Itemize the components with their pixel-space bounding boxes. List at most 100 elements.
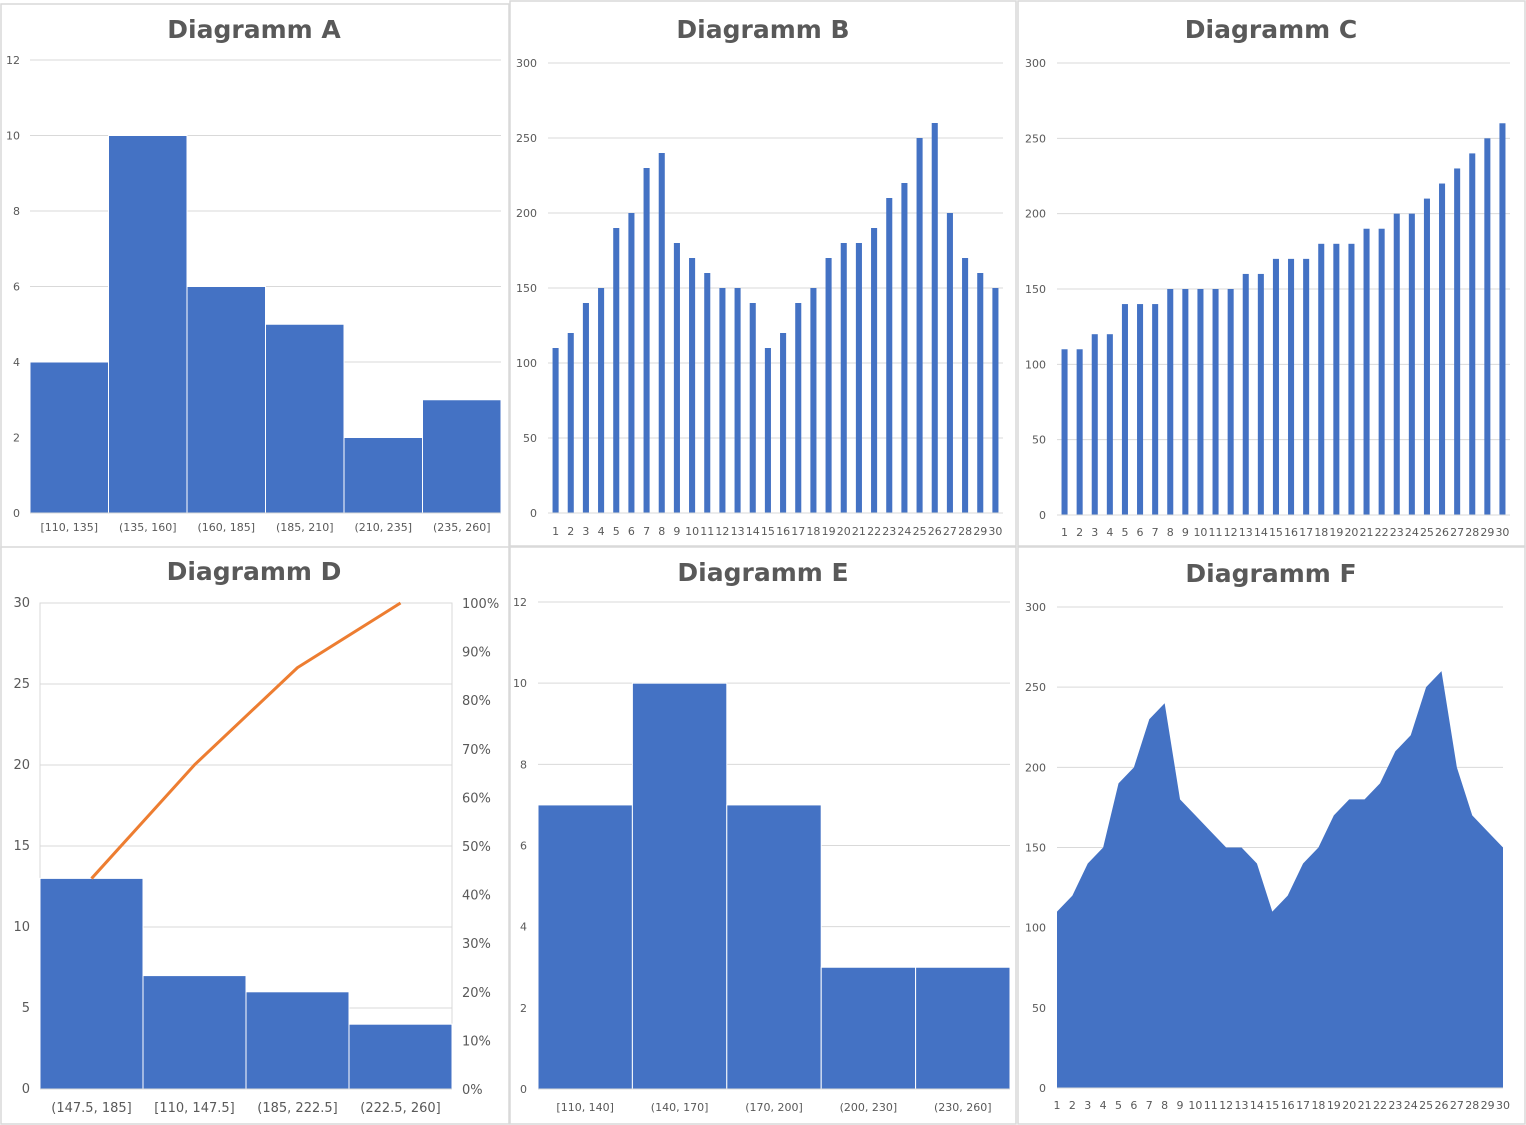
bar: [1061, 349, 1068, 515]
x-tick-label: 6: [1130, 1099, 1137, 1112]
x-tick-label: 2: [1076, 526, 1083, 539]
y2-tick-label: 10%: [462, 1034, 491, 1049]
bar: [1454, 168, 1461, 515]
y-tick-label: 0: [13, 507, 20, 520]
x-tick-label: [110, 140]: [556, 1101, 614, 1114]
y-tick-label: 100: [1025, 358, 1046, 371]
y-tick-label: 10: [13, 920, 30, 935]
x-tick-label: 21: [1360, 526, 1374, 539]
bar: [1484, 138, 1491, 516]
x-tick-label: (160, 185]: [197, 521, 255, 534]
bar: [1333, 243, 1340, 516]
bar: [734, 288, 741, 513]
x-tick-label: 15: [1265, 1099, 1279, 1112]
x-tick-label: 23: [882, 525, 896, 538]
y-tick-label: 300: [516, 57, 537, 70]
bar: [1363, 228, 1370, 515]
bar: [537, 804, 633, 1090]
y-tick-label: 200: [516, 207, 537, 220]
bar: [1408, 213, 1415, 515]
x-tick-label: 12: [1224, 526, 1238, 539]
y-tick-label: 25: [13, 677, 30, 692]
bar: [1121, 304, 1128, 515]
x-tick-label: 20: [1342, 1099, 1356, 1112]
y-tick-label: 15: [13, 839, 30, 854]
bar: [689, 258, 696, 513]
x-tick-label: 18: [1314, 526, 1328, 539]
x-tick-label: 9: [673, 525, 680, 538]
bar: [840, 243, 847, 513]
chart-panel: [509, 0, 1017, 547]
cumulative-line: [90, 601, 402, 880]
chart-title: Diagramm D: [167, 557, 342, 586]
bar: [962, 258, 969, 513]
x-tick-label: 21: [1358, 1099, 1372, 1112]
x-tick-label: 7: [1146, 1099, 1153, 1112]
x-tick-label: 13: [1235, 1099, 1249, 1112]
bar: [422, 399, 502, 514]
y-tick-label: 200: [1025, 208, 1046, 221]
bar: [567, 333, 574, 513]
y-tick-label: 0: [22, 1082, 30, 1097]
y2-tick-label: 40%: [462, 889, 491, 904]
bar: [1257, 273, 1264, 515]
y-tick-label: 5: [22, 1001, 30, 1016]
x-tick-label: 28: [958, 525, 972, 538]
bar: [1378, 228, 1385, 515]
x-tick-label: 21: [852, 525, 866, 538]
y2-tick-label: 50%: [462, 840, 491, 855]
bar: [704, 273, 711, 513]
y-tick-label: 8: [13, 205, 20, 218]
x-tick-label: 1: [1061, 526, 1068, 539]
x-tick-label: 13: [731, 525, 745, 538]
x-tick-label: (222.5, 260]: [360, 1101, 440, 1116]
x-tick-label: 10: [685, 525, 699, 538]
y-tick-label: 4: [13, 356, 20, 369]
bar: [265, 323, 345, 514]
x-tick-label: 19: [1329, 526, 1343, 539]
x-tick-label: 12: [715, 525, 729, 538]
y-tick-label: 0: [530, 507, 537, 520]
x-tick-label: 25: [1420, 526, 1434, 539]
x-tick-label: 27: [1450, 526, 1464, 539]
x-tick-label: 10: [1193, 526, 1207, 539]
bar: [1167, 289, 1174, 515]
x-tick-label: (235, 260]: [433, 521, 491, 534]
bar: [1348, 243, 1355, 516]
x-tick-label: 28: [1465, 526, 1479, 539]
bar: [582, 303, 589, 513]
x-tick-label: 2: [567, 525, 574, 538]
bar: [186, 286, 266, 514]
bar: [1182, 289, 1189, 515]
x-tick-label: 7: [1152, 526, 1159, 539]
bar: [726, 804, 822, 1090]
bar: [946, 213, 953, 513]
x-tick-label: [110, 147.5]: [154, 1101, 234, 1116]
x-tick-label: 27: [943, 525, 957, 538]
x-tick-label: 29: [973, 525, 987, 538]
y2-tick-label: 80%: [462, 694, 491, 709]
bar: [1212, 289, 1219, 515]
x-tick-label: 2: [1069, 1099, 1076, 1112]
bar: [1469, 153, 1476, 515]
chart-title: Diagramm C: [1185, 15, 1357, 44]
y-tick-label: 0: [520, 1083, 527, 1096]
bar: [628, 213, 635, 513]
bar: [1137, 304, 1144, 515]
x-tick-label: 5: [613, 525, 620, 538]
x-tick-label: 11: [1209, 526, 1223, 539]
x-tick-label: 17: [1299, 526, 1313, 539]
x-tick-label: (185, 222.5]: [257, 1101, 337, 1116]
bar: [810, 288, 817, 513]
bar: [871, 228, 878, 513]
bar: [901, 183, 908, 513]
x-tick-label: 16: [776, 525, 790, 538]
x-tick-label: 5: [1121, 526, 1128, 539]
bar: [1393, 213, 1400, 515]
bar: [915, 966, 1011, 1090]
x-tick-label: 5: [1115, 1099, 1122, 1112]
bar: [1076, 349, 1083, 515]
x-tick-label: 13: [1239, 526, 1253, 539]
x-tick-label: 30: [1496, 1099, 1510, 1112]
